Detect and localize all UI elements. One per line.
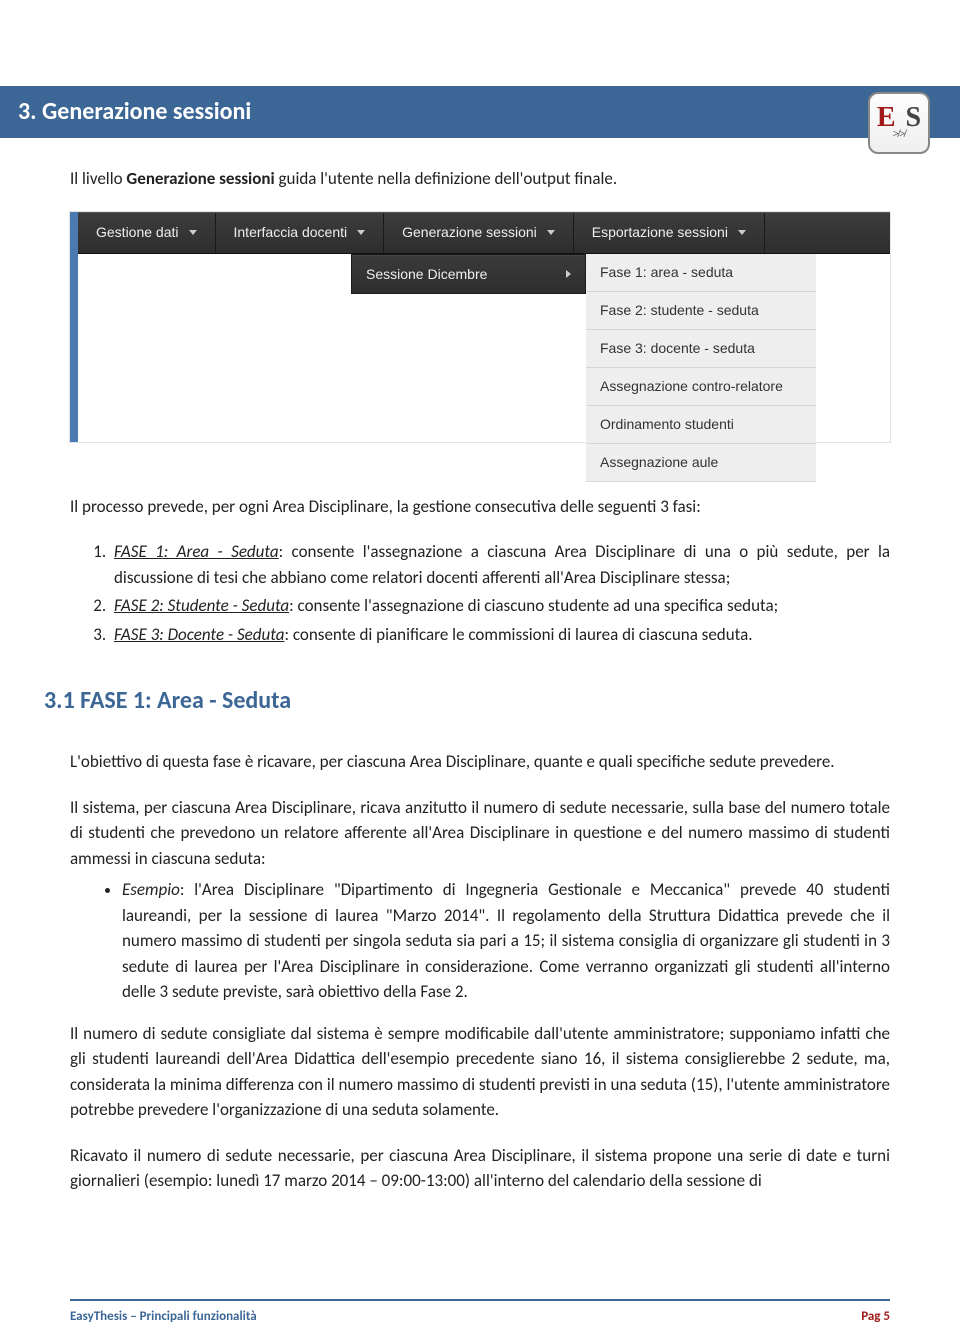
footer-page-number: Pag 5 (861, 1307, 890, 1327)
menu-item-label: Esportazione sessioni (592, 222, 728, 243)
submenu-item-sessione-dicembre[interactable]: Sessione Dicembre (352, 255, 585, 293)
phase-rest: : consente l'assegnazione di ciascuno st… (289, 595, 778, 616)
submenu2-item-fase2[interactable]: Fase 2: studente - seduta (586, 292, 816, 330)
menu-item-label: Gestione dati (96, 222, 179, 243)
footer-doc-title: EasyThesis – Principali funzionalità (70, 1307, 257, 1327)
intro-bold: Generazione sessioni (126, 168, 274, 189)
logo-deco: ≯≯ (893, 130, 906, 139)
app-logo: ES ≯≯ (868, 92, 930, 154)
phase-item-1: FASE 1: Area - Seduta: consente l'assegn… (110, 539, 890, 590)
example-list: Esempio: l'Area Disciplinare "Dipartimen… (122, 877, 890, 1005)
submenu-level1: Sessione Dicembre (351, 254, 586, 294)
submenu-level2: Fase 1: area - seduta Fase 2: studente -… (586, 254, 816, 482)
footer-rule (70, 1299, 890, 1301)
phase-rest: : consente di pianificare le commissioni… (284, 624, 752, 645)
example-item: Esempio: l'Area Disciplinare "Dipartimen… (122, 877, 890, 1005)
phase-title: FASE 1: Area - Seduta (114, 541, 279, 562)
caret-down-icon (189, 230, 197, 235)
logo-s: S (906, 102, 922, 133)
menubar: Gestione dati Interfaccia docenti Genera… (78, 212, 890, 254)
system-paragraph: Il sistema, per ciascuna Area Disciplina… (70, 795, 890, 872)
page-footer: EasyThesis – Principali funzionalità Pag… (0, 1299, 960, 1327)
subsection-header: 3.1 FASE 1: Area - Seduta (0, 673, 960, 725)
intro-suffix: guida l'utente nella definizione dell'ou… (275, 168, 617, 189)
phase-title: FASE 3: Docente - Seduta (114, 624, 284, 645)
example-label: Esempio (122, 879, 180, 900)
submenu-item-label: Sessione Dicembre (366, 264, 487, 285)
phase-title: FASE 2: Studente - Seduta (114, 595, 289, 616)
example-rest: : l'Area Disciplinare "Dipartimento di I… (122, 879, 890, 1002)
menu-item-interfaccia-docenti[interactable]: Interfaccia docenti (216, 213, 385, 253)
phase-item-2: FASE 2: Studente - Seduta: consente l'as… (110, 593, 890, 619)
intro-prefix: Il livello (70, 168, 126, 189)
chevron-right-icon (566, 270, 571, 278)
phase-item-3: FASE 3: Docente - Seduta: consente di pi… (110, 622, 890, 648)
menu-item-esportazione-sessioni[interactable]: Esportazione sessioni (574, 213, 765, 253)
dates-paragraph: Ricavato il numero di sedute necessarie,… (70, 1143, 890, 1194)
objective-paragraph: L'obiettivo di questa fase è ricavare, p… (70, 749, 890, 775)
submenu2-item-fase3[interactable]: Fase 3: docente - seduta (586, 330, 816, 368)
phase-list: FASE 1: Area - Seduta : consente l'assegn… (110, 539, 890, 647)
submenu2-item-ordinamento[interactable]: Ordinamento studenti (586, 406, 816, 444)
submenu2-item-aule[interactable]: Assegnazione aule (586, 444, 816, 482)
menu-item-gestione-dati[interactable]: Gestione dati (78, 213, 216, 253)
submenu2-item-contro-relatore[interactable]: Assegnazione contro-relatore (586, 368, 816, 406)
menu-screenshot: Gestione dati Interfaccia docenti Genera… (70, 212, 890, 442)
caret-down-icon (357, 230, 365, 235)
process-intro: Il processo prevede, per ogni Area Disci… (70, 494, 890, 520)
menu-item-label: Interfaccia docenti (234, 222, 348, 243)
admin-paragraph: Il numero di sedute consigliate dal sist… (70, 1021, 890, 1123)
caret-down-icon (547, 230, 555, 235)
section-header: 3. Generazione sessioni (0, 86, 960, 138)
submenu2-item-fase1[interactable]: Fase 1: area - seduta (586, 254, 816, 292)
menu-item-label: Generazione sessioni (402, 222, 537, 243)
menu-item-generazione-sessioni[interactable]: Generazione sessioni (384, 213, 574, 253)
caret-down-icon (738, 230, 746, 235)
intro-paragraph: Il livello Generazione sessioni guida l'… (70, 166, 890, 192)
